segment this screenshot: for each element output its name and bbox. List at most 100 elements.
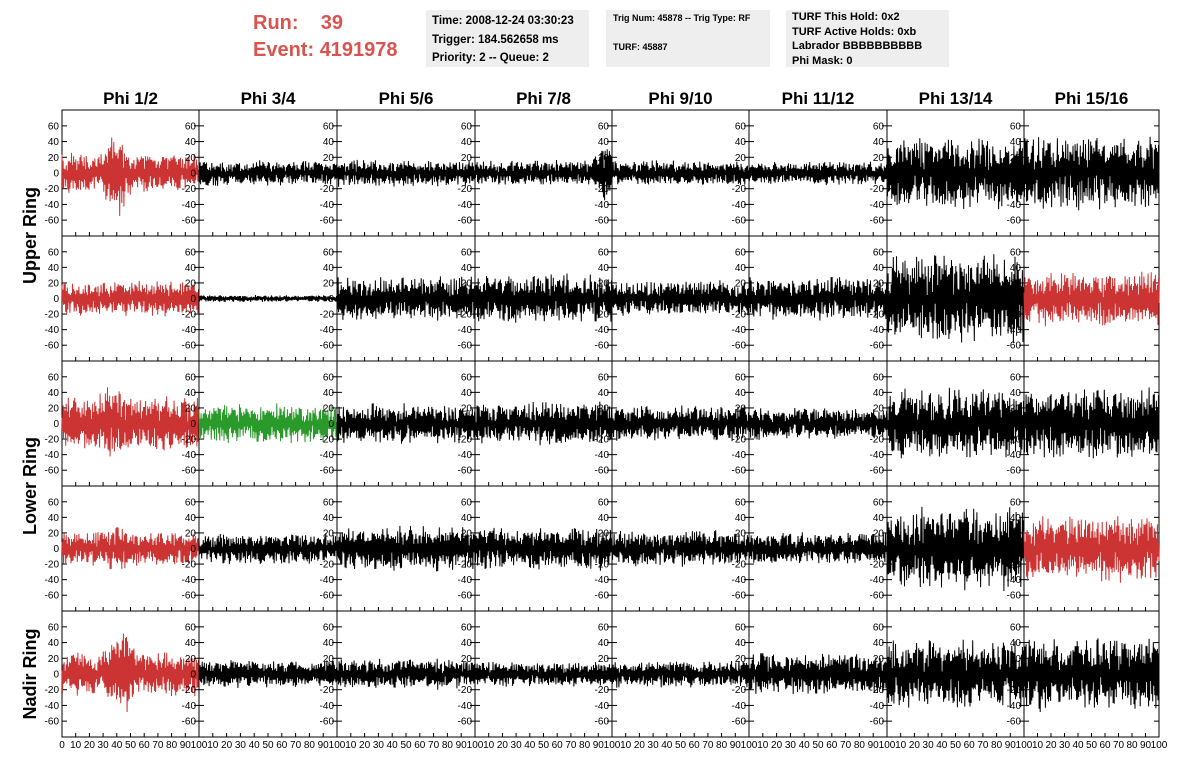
x-tick-label: 90 [868,740,880,751]
x-tick-label: 20 [84,740,96,751]
y-tick-label: 60 [598,372,610,383]
y-tick-label: 60 [461,497,473,508]
waveform-series [611,660,750,688]
y-tick-label: 20 [185,153,197,164]
y-tick-label: -20 [732,685,747,696]
waveform-series [61,280,200,317]
y-tick-label: 40 [598,388,610,399]
y-tick-label: -60 [458,341,473,352]
column-header: Phi 7/8 [516,89,571,108]
y-tick-label: 60 [873,497,885,508]
x-tick-label: 100 [467,740,484,751]
y-tick-label: 20 [461,654,473,665]
y-tick-label: 0 [1015,670,1021,681]
waveform-series [886,639,1025,709]
x-tick-label: 90 [1005,740,1017,751]
y-tick-label: -60 [45,341,60,352]
y-tick-label: 20 [185,654,197,665]
y-tick-label: 0 [603,419,609,430]
x-tick-label: 40 [387,740,399,751]
y-tick-label: 60 [48,247,60,258]
x-tick-label: 70 [840,740,852,751]
y-tick-label: -40 [732,575,747,586]
x-tick-label: 100 [1151,740,1168,751]
y-tick-label: -20 [870,184,885,195]
waveform-series [611,160,750,185]
y-tick-label: 20 [598,528,610,539]
y-tick-label: 0 [328,294,334,305]
y-tick-label: -60 [45,591,60,602]
y-tick-label: -40 [732,200,747,211]
y-tick-label: 40 [873,638,885,649]
y-tick-label: -60 [732,591,747,602]
x-tick-label: 20 [359,740,371,751]
y-tick-label: -60 [182,341,197,352]
row-label: Nadir Ring [20,628,40,719]
y-tick-label: -20 [870,560,885,571]
y-tick-label: -40 [595,450,610,461]
y-tick-label: 0 [190,294,196,305]
y-tick-label: 0 [1015,169,1021,180]
y-tick-label: 0 [878,169,884,180]
y-tick-label: -40 [182,701,197,712]
y-tick-label: 20 [323,403,335,414]
waveform-series [474,661,613,687]
y-tick-label: -60 [732,341,747,352]
waveform-series [1023,387,1160,459]
y-tick-label: -20 [320,435,335,446]
waveform-series [886,254,1025,344]
y-tick-label: -60 [45,216,60,227]
waveform-series [198,160,338,186]
y-tick-label: 40 [598,513,610,524]
event-value: 4191978 [319,39,398,61]
x-tick-label: 80 [442,740,454,751]
y-tick-label: 40 [873,513,885,524]
y-tick-label: 20 [735,528,747,539]
y-tick-label: -20 [1007,184,1022,195]
x-tick-label: 70 [1113,740,1125,751]
y-tick-label: -40 [870,701,885,712]
y-tick-label: 60 [873,372,885,383]
x-tick-label: 20 [771,740,783,751]
x-tick-label: 70 [702,740,714,751]
y-tick-label: 0 [740,419,746,430]
y-tick-label: 60 [48,622,60,633]
x-tick-label: 70 [565,740,577,751]
y-tick-label: 0 [1015,294,1021,305]
y-tick-label: 60 [48,121,60,132]
x-tick-label: 60 [552,740,564,751]
y-tick-label: 0 [740,169,746,180]
y-tick-label: -60 [732,717,747,728]
y-tick-label: -40 [732,325,747,336]
y-tick-label: -60 [320,216,335,227]
turf-active-text: TURF Active Holds: 0xb [792,25,917,38]
y-tick-label: -60 [182,216,197,227]
run-event-info: Run: 39 Event: 4191978 [253,10,398,64]
x-tick-label: 100 [604,740,621,751]
y-tick-label: 60 [735,121,747,132]
y-tick-label: 60 [1010,497,1022,508]
y-tick-label: 20 [598,654,610,665]
phi-mask-text: Phi Mask: 0 [792,54,853,67]
y-tick-label: 60 [323,622,335,633]
y-tick-label: 60 [735,372,747,383]
y-tick-label: 60 [735,247,747,258]
x-tick-label: 50 [950,740,962,751]
y-tick-label: 20 [323,153,335,164]
time-info-box: Time: 2008-12-24 03:30:23 Trigger: 184.5… [426,10,589,67]
y-tick-label: -40 [458,450,473,461]
time-text: Time: 2008-12-24 03:30:23 [432,15,574,27]
y-tick-label: -20 [182,560,197,571]
y-tick-label: -20 [45,435,60,446]
waveform-series [748,161,888,186]
waveform-series [336,276,476,321]
y-tick-label: 40 [1010,263,1022,274]
y-tick-label: 60 [735,497,747,508]
y-tick-label: 20 [1010,654,1022,665]
x-tick-label: 50 [125,740,137,751]
y-tick-label: -40 [1007,701,1022,712]
waveform-series [474,527,613,571]
y-tick-label: 0 [190,670,196,681]
y-tick-label: 60 [598,121,610,132]
x-tick-label: 10 [345,740,357,751]
